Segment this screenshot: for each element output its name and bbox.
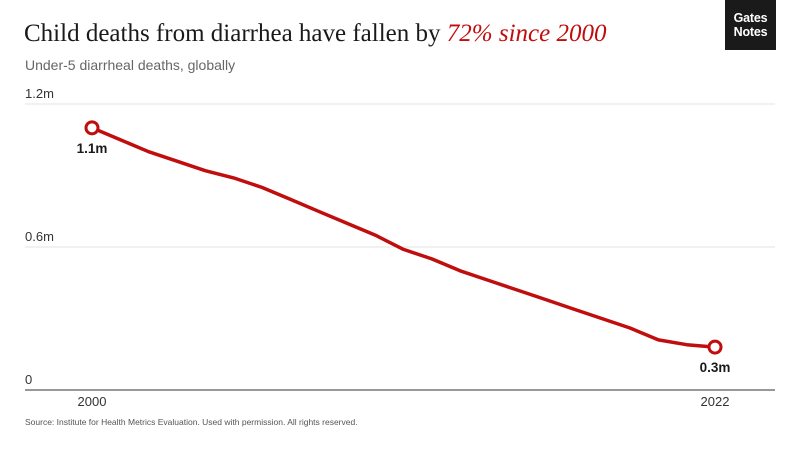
x-tick-label: 2000	[78, 394, 107, 409]
chart-title: Child deaths from diarrhea have fallen b…	[24, 20, 606, 48]
title-prefix: Child deaths from diarrhea have fallen b…	[24, 20, 447, 47]
logo-line-2: Notes	[733, 25, 768, 39]
title-highlight: 72% since 2000	[446, 20, 607, 47]
gates-notes-logo[interactable]: Gates Notes	[725, 0, 776, 50]
data-point-marker	[707, 339, 723, 355]
data-label: 0.3m	[700, 360, 731, 375]
logo-line-1: Gates	[733, 11, 768, 25]
source-note: Source: Institute for Health Metrics Eva…	[25, 417, 358, 427]
y-tick-label: 0.6m	[25, 229, 54, 244]
series-line	[90, 126, 717, 349]
data-label: 1.1m	[77, 141, 108, 156]
chart-subtitle: Under-5 diarrheal deaths, globally	[25, 57, 236, 73]
x-tick-label: 2022	[701, 394, 730, 409]
y-tick-label: 1.2m	[25, 86, 54, 101]
y-tick-label: 0	[25, 372, 32, 387]
data-point-marker	[84, 120, 100, 136]
